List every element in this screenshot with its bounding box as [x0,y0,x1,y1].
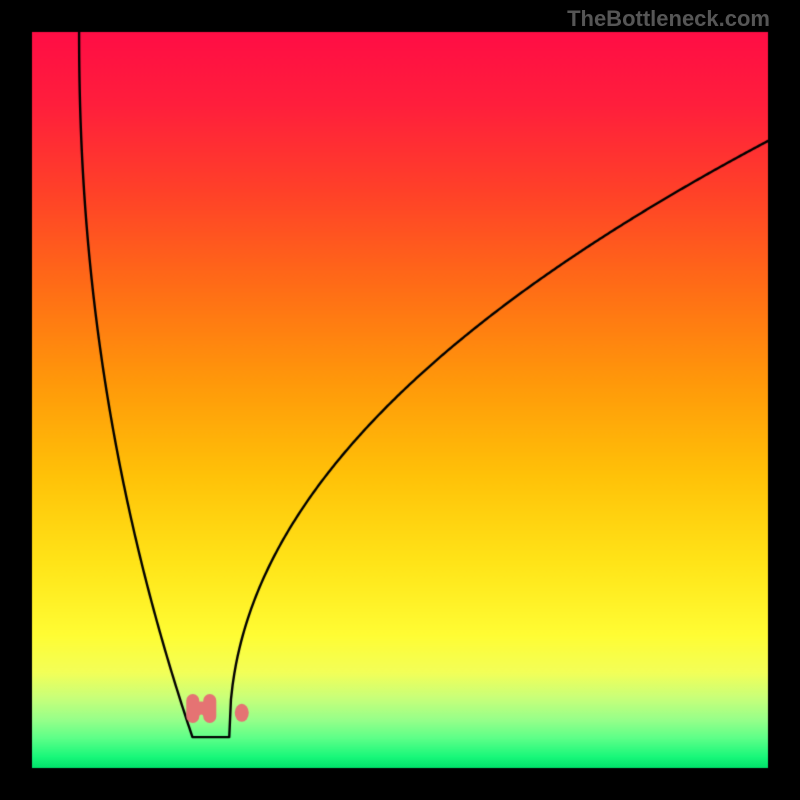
watermark-label: TheBottleneck.com [567,6,770,32]
chart-stage: TheBottleneck.com [0,0,800,800]
bottleneck-chart-canvas [0,0,800,800]
